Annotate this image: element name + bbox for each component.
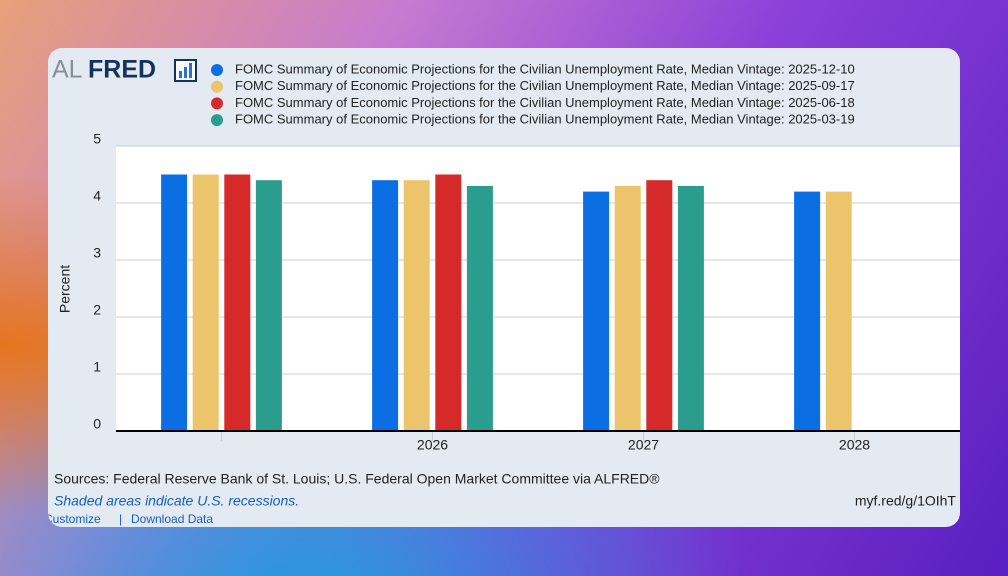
legend-swatch	[211, 64, 223, 76]
x-tick-label: 2028	[839, 437, 870, 453]
bar	[372, 180, 399, 431]
link[interactable]: Customize	[44, 512, 101, 526]
legend-swatch	[211, 97, 223, 110]
footer-links: Customize | Download Data	[44, 512, 213, 526]
bar	[224, 174, 251, 431]
y-tick-label: 0	[93, 416, 101, 432]
bar	[192, 174, 219, 431]
bar	[403, 180, 430, 431]
bar	[614, 185, 641, 431]
logo-icon	[174, 59, 197, 82]
legend-swatch	[211, 114, 223, 127]
bar	[677, 185, 704, 431]
y-tick-label: 2	[93, 302, 101, 318]
legend-label: FOMC Summary of Economic Projections for…	[235, 78, 855, 93]
y-tick-label: 1	[93, 359, 101, 375]
bar	[255, 180, 282, 431]
bar	[646, 180, 673, 431]
logo-al: AL	[52, 56, 83, 84]
legend-label: FOMC Summary of Economic Projections for…	[235, 61, 855, 76]
bar	[161, 174, 188, 431]
bar	[435, 174, 462, 431]
short-url: myf.red/g/1OIhT	[855, 493, 957, 509]
logo-fred: FRED	[88, 56, 156, 84]
bar	[583, 191, 610, 431]
link[interactable]: Download Data	[131, 512, 213, 526]
recession-note: Shaded areas indicate U.S. recessions.	[54, 493, 299, 509]
bar	[466, 185, 493, 431]
y-tick-label: 4	[93, 188, 101, 204]
bar	[825, 191, 852, 431]
y-axis-label: Percent	[57, 265, 73, 313]
sources: Sources: Federal Reserve Bank of St. Lou…	[54, 471, 660, 487]
legend-swatch	[211, 80, 223, 93]
legend-label: FOMC Summary of Economic Projections for…	[235, 95, 855, 110]
bar	[794, 191, 821, 431]
y-tick-label: 3	[93, 245, 101, 261]
x-tick-label: 2027	[628, 437, 659, 453]
y-tick-label: 5	[93, 131, 101, 147]
legend-label: FOMC Summary of Economic Projections for…	[235, 112, 855, 127]
x-tick-label: 2026	[417, 437, 448, 453]
link-separator: |	[119, 512, 122, 526]
